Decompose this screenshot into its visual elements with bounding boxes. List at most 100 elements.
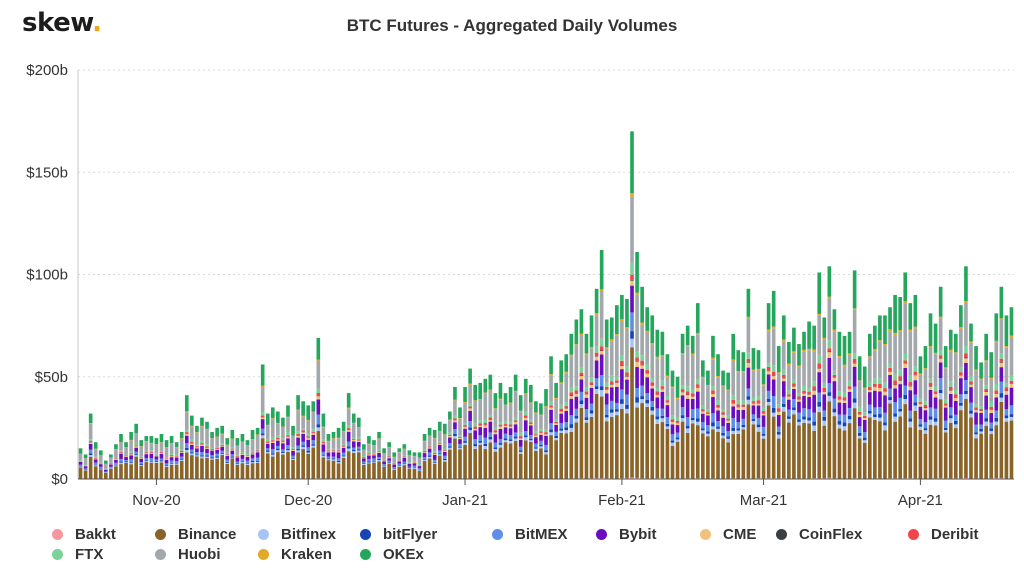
bar-segment-bitfinex bbox=[205, 456, 209, 458]
bar-segment-binance bbox=[918, 429, 923, 479]
bar-segment-ftx bbox=[812, 381, 816, 387]
bar-segment-bitflyer bbox=[260, 433, 265, 436]
day-bar bbox=[422, 434, 427, 479]
legend-item-ftx[interactable]: FTX bbox=[52, 546, 103, 563]
bar-segment-okex bbox=[270, 407, 275, 419]
legend-item-huobi[interactable]: Huobi bbox=[155, 546, 221, 563]
bar-segment-binance bbox=[670, 446, 675, 479]
legend-item-bitmex[interactable]: BitMEX bbox=[492, 526, 568, 543]
bar-segment-bitfinex bbox=[417, 470, 422, 472]
bar-segment-bitmex bbox=[144, 458, 149, 461]
legend-item-okex[interactable]: OKEx bbox=[360, 546, 424, 563]
bar-segment-okex bbox=[544, 389, 548, 407]
bar-segment-huobi bbox=[989, 378, 994, 402]
bar-segment-bitflyer bbox=[478, 440, 483, 443]
bar-segment-huobi bbox=[807, 350, 811, 389]
bar-segment-huobi bbox=[761, 385, 766, 408]
bar-segment-deribit bbox=[964, 353, 968, 358]
legend-item-kraken[interactable]: Kraken bbox=[258, 546, 332, 563]
day-bar bbox=[857, 356, 862, 479]
bar-segment-kraken bbox=[321, 426, 326, 428]
bar-segment-deribit bbox=[913, 371, 918, 375]
bar-segment-huobi bbox=[109, 457, 113, 463]
bar-segment-okex bbox=[913, 294, 918, 327]
bar-segment-okex bbox=[781, 315, 786, 340]
bar-segment-bitflyer bbox=[255, 460, 260, 462]
bar-segment-ftx bbox=[225, 452, 230, 455]
bar-segment-cme bbox=[989, 409, 994, 414]
bar-segment-huobi bbox=[442, 434, 447, 449]
bar-segment-cme bbox=[417, 465, 422, 467]
bar-segment-bitflyer bbox=[529, 438, 533, 441]
bar-segment-kraken bbox=[554, 397, 558, 399]
bar-segment-ftx bbox=[144, 450, 149, 453]
bar-segment-cme bbox=[660, 389, 665, 392]
bar-segment-ftx bbox=[918, 398, 923, 403]
day-bar bbox=[432, 429, 437, 479]
bar-segment-bitflyer bbox=[923, 428, 928, 431]
bar-segment-bitmex bbox=[255, 457, 260, 461]
bar-segment-ftx bbox=[549, 401, 553, 406]
bar-segment-bitfinex bbox=[412, 467, 417, 469]
day-bar bbox=[503, 393, 508, 479]
bar-segment-huobi bbox=[1009, 337, 1014, 376]
bar-segment-huobi bbox=[701, 378, 705, 406]
bar-segment-bitfinex bbox=[807, 420, 811, 424]
legend-item-binance[interactable]: Binance bbox=[155, 526, 236, 543]
bar-segment-cme bbox=[195, 447, 199, 449]
bar-segment-bitflyer bbox=[144, 460, 149, 462]
bar-segment-binance bbox=[382, 466, 386, 479]
legend-item-bybit[interactable]: Bybit bbox=[596, 526, 657, 543]
legend-item-bitflyer[interactable]: bitFlyer bbox=[360, 526, 437, 543]
bar-segment-bitflyer bbox=[670, 440, 675, 443]
day-bar bbox=[695, 303, 700, 479]
bar-segment-binance bbox=[437, 455, 442, 479]
bar-segment-huobi bbox=[837, 357, 842, 392]
bar-segment-ftx bbox=[690, 389, 695, 394]
bar-segment-kraken bbox=[660, 355, 665, 357]
legend-item-cme[interactable]: CME bbox=[700, 526, 756, 543]
bar-segment-bitmex bbox=[584, 409, 589, 418]
bar-segment-bybit bbox=[873, 390, 877, 408]
bar-segment-bitfinex bbox=[579, 404, 584, 408]
bar-segment-cme bbox=[964, 358, 968, 363]
bar-segment-bitflyer bbox=[468, 427, 472, 431]
bar-segment-huobi bbox=[210, 438, 214, 449]
bar-segment-ftx bbox=[665, 396, 670, 401]
bar-segment-binance bbox=[766, 405, 771, 479]
legend-item-bakkt[interactable]: Bakkt bbox=[52, 526, 116, 543]
bar-segment-bitmex bbox=[645, 393, 650, 400]
day-bar bbox=[417, 452, 422, 479]
day-bar bbox=[807, 321, 811, 479]
legend-item-coinflex[interactable]: CoinFlex bbox=[776, 526, 862, 543]
bar-segment-bitfinex bbox=[625, 408, 629, 414]
legend-item-deribit[interactable]: Deribit bbox=[908, 526, 979, 543]
bar-segment-deribit bbox=[245, 455, 250, 456]
bar-segment-bitmex bbox=[640, 385, 644, 397]
bar-segment-bybit bbox=[716, 410, 720, 422]
day-bar bbox=[200, 417, 204, 479]
bar-segment-kraken bbox=[594, 313, 599, 316]
bar-segment-bitflyer bbox=[615, 409, 619, 412]
day-bar bbox=[1009, 307, 1014, 479]
bar-segment-deribit bbox=[690, 393, 695, 397]
bar-segment-kraken bbox=[184, 411, 189, 413]
bar-segment-bitmex bbox=[726, 431, 730, 437]
bar-segment-ftx bbox=[129, 451, 133, 454]
day-bar bbox=[281, 417, 285, 479]
bar-segment-bitmex bbox=[210, 455, 214, 458]
bar-segment-bitmex bbox=[736, 422, 741, 429]
legend-item-bitfinex[interactable]: Bitfinex bbox=[258, 526, 336, 543]
bar-segment-cme bbox=[852, 363, 857, 367]
bar-segment-huobi bbox=[367, 444, 371, 452]
bar-segment-binance bbox=[893, 421, 897, 479]
bar-segment-bitmex bbox=[797, 412, 801, 420]
bar-segment-bitfinex bbox=[635, 402, 639, 408]
day-bar bbox=[989, 352, 994, 479]
bar-segment-okex bbox=[478, 382, 483, 400]
bar-segment-bitmex bbox=[1009, 405, 1014, 415]
bar-segment-kraken bbox=[706, 384, 710, 386]
bar-segment-huobi bbox=[847, 354, 852, 381]
bar-segment-bitfinex bbox=[179, 459, 184, 461]
day-bar bbox=[675, 376, 680, 479]
